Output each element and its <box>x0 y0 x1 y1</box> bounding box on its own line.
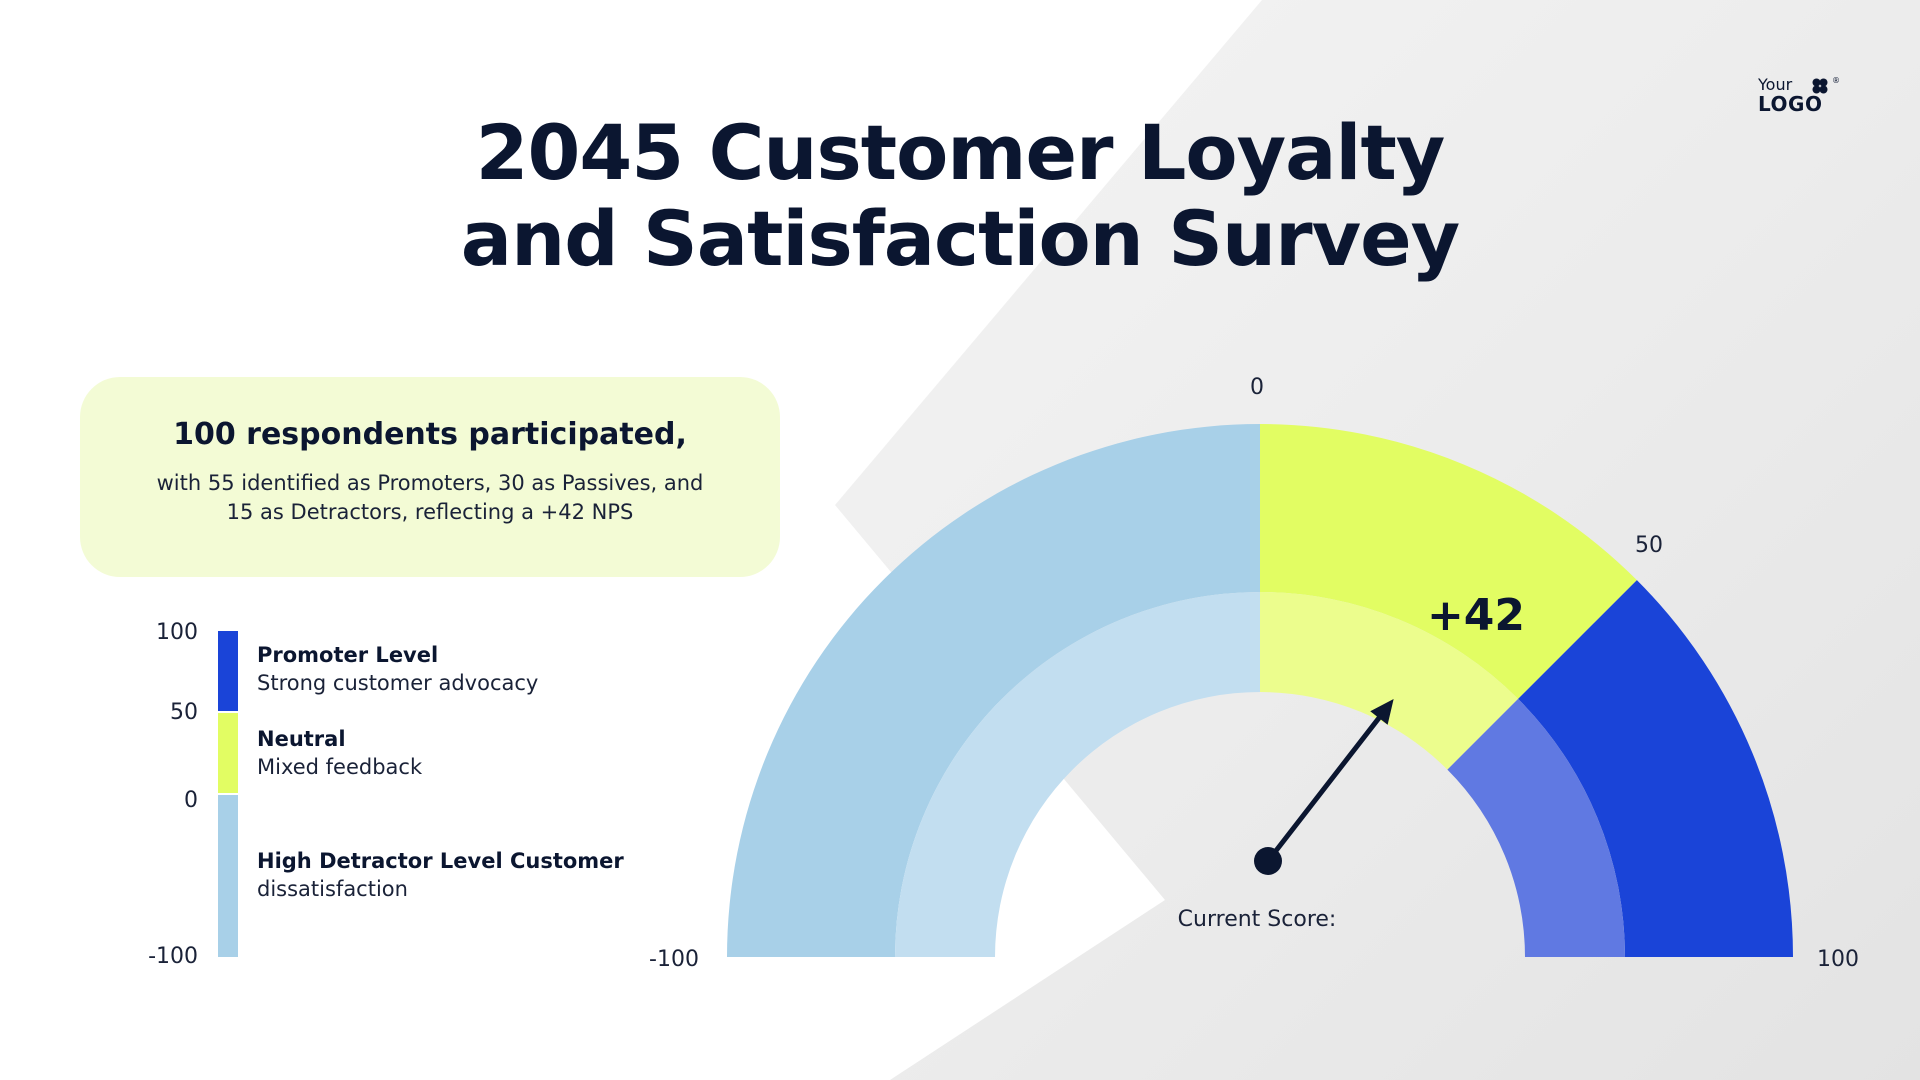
gauge-band-inner-2 <box>1447 698 1625 957</box>
summary-card: 100 respondents participated, with 55 id… <box>80 377 780 577</box>
summary-headline: 100 respondents participated, <box>173 417 687 452</box>
logo-registered-mark: ® <box>1832 76 1840 85</box>
gauge-band-inner-1 <box>1260 592 1519 770</box>
summary-detail: with 55 identified as Promoters, 30 as P… <box>156 471 704 524</box>
legend-tick-50: 50 <box>170 700 198 725</box>
legend-bar-promoter <box>218 631 238 711</box>
gauge-needle-arrowhead-icon <box>1370 699 1394 725</box>
legend-promoter-title: Promoter Level <box>257 643 439 667</box>
gauge-tick-label: -100 <box>649 947 699 972</box>
legend-detractor-title: High Detractor Level Customer <box>257 849 624 873</box>
legend-bar-detractor <box>218 795 238 957</box>
legend-tick-0: 0 <box>184 788 198 813</box>
gauge-band-inner-0 <box>895 592 1260 957</box>
legend-neutral-title: Neutral <box>257 727 346 751</box>
legend-bar-neutral <box>218 713 238 793</box>
gauge-band-outer-1 <box>1260 424 1637 699</box>
legend-neutral-description: Mixed feedback <box>257 755 423 779</box>
logo-line-2: LOGO <box>1758 92 1823 116</box>
title-line-1: 2045 Customer Loyalty <box>475 108 1446 197</box>
gauge-tick-label: 0 <box>1250 375 1264 400</box>
company-logo: Your ® LOGO <box>1758 76 1848 116</box>
title-line-2: and Satisfaction Survey <box>460 194 1460 283</box>
gauge-band-outer-2 <box>1518 580 1793 957</box>
logo-line-1: Your <box>1758 75 1793 94</box>
page-title: 2045 Customer Loyalty and Satisfaction S… <box>0 110 1920 282</box>
logo-mark-icon <box>1812 78 1828 94</box>
gauge-tick-label: 50 <box>1635 533 1663 558</box>
gauge-tick-label: 100 <box>1817 947 1859 972</box>
gauge-value-label: +42 <box>1427 590 1525 641</box>
legend-detractor-description: dissatisfaction <box>257 877 408 901</box>
legend-promoter-description: Strong customer advocacy <box>257 671 539 695</box>
gauge-caption: Current Score: <box>1178 907 1337 932</box>
gauge-band-outer-0 <box>727 424 1260 957</box>
gauge-needle-pivot <box>1254 847 1282 875</box>
legend-tick-minus-100: -100 <box>148 944 198 969</box>
legend-tick-100: 100 <box>156 620 198 645</box>
gauge-needle <box>1265 704 1391 864</box>
